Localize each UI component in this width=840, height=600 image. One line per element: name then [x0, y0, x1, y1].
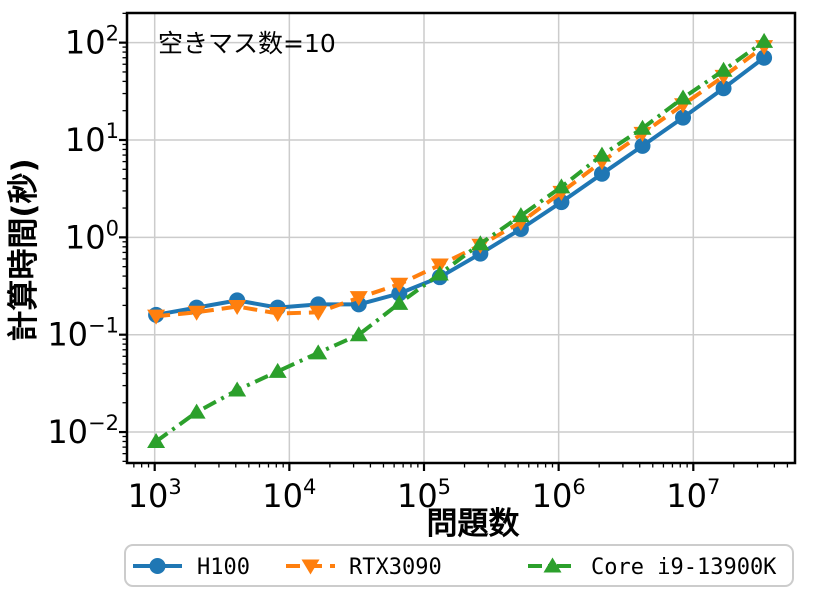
legend-box	[124, 544, 794, 587]
x-tick-label: 107	[666, 475, 720, 515]
series-rtx3090	[147, 40, 774, 325]
series-h100	[148, 49, 773, 323]
legend-item-core-i9-13900k: Core i9-13900K	[528, 555, 777, 580]
legend-label-core-i9-13900k: Core i9-13900K	[591, 555, 777, 580]
y-tick-label: 10−2	[47, 411, 119, 451]
x-axis-label: 問題数	[427, 506, 520, 542]
y-tick-labels: 102 101 100 10−1 10−2	[47, 22, 119, 451]
y-tick-label: 10−1	[47, 314, 119, 354]
legend-label-h100: H100	[197, 555, 250, 580]
legend-item-h100: H100	[133, 555, 250, 580]
legend-label-rtx3090: RTX3090	[349, 555, 442, 580]
annotation: 空きマス数=10	[158, 29, 336, 58]
x-tick-labels: 103 104 105 106 107	[128, 475, 721, 515]
series-lines	[147, 32, 774, 448]
y-axis-label: 計算時間(秒)	[6, 158, 42, 341]
y-tick-label: 102	[65, 22, 119, 62]
x-tick-label: 103	[128, 475, 182, 515]
legend: H100 RTX3090 Core i9-13900K	[124, 544, 794, 587]
x-tick-label: 106	[532, 475, 586, 515]
y-tick-label: 101	[65, 119, 119, 159]
legend-item-rtx3090: RTX3090	[286, 555, 442, 580]
plot-frame	[125, 11, 797, 465]
y-tick-label: 100	[65, 216, 119, 256]
series-core-i9-13900k	[147, 32, 774, 448]
x-tick-label: 105	[397, 475, 451, 515]
axis-ticks	[119, 12, 789, 471]
x-tick-label: 104	[262, 475, 316, 515]
gridlines	[127, 13, 795, 463]
